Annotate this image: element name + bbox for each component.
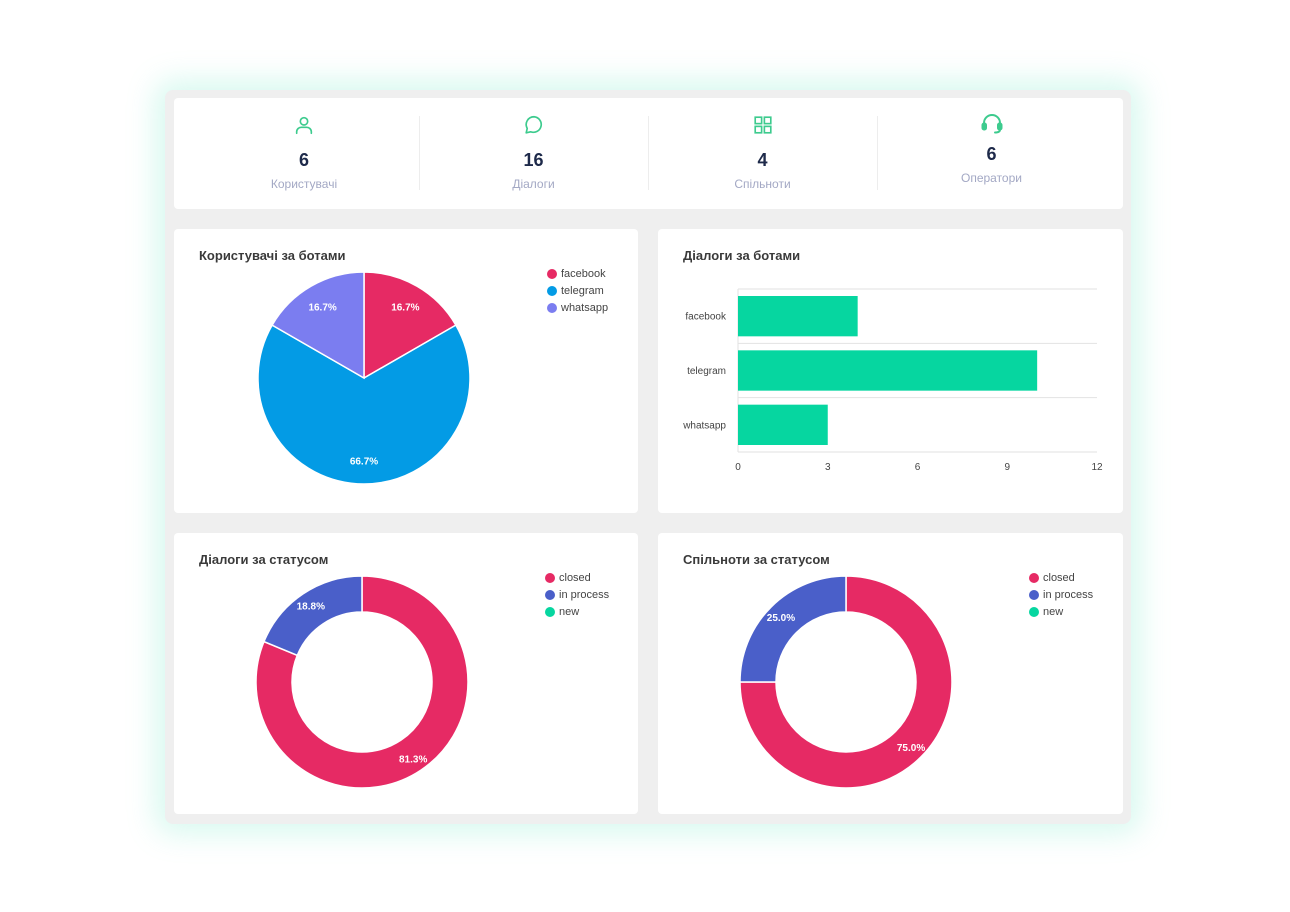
legend-dot (547, 302, 557, 313)
stat-label: Діалоги (512, 177, 555, 191)
category-label: telegram (687, 366, 726, 377)
stat-label: Спільноти (734, 177, 791, 191)
legend: closed in process new (1029, 569, 1093, 620)
divider (648, 116, 649, 190)
legend-dot (1029, 589, 1039, 600)
legend-dot (545, 589, 555, 600)
legend-item-new[interactable]: new (545, 603, 609, 620)
legend-dot (1029, 572, 1039, 583)
bar-facebook[interactable] (738, 296, 858, 337)
slice-telegram[interactable] (257, 324, 471, 485)
category-label: facebook (685, 312, 727, 323)
stat-value: 6 (986, 144, 997, 164)
users-by-bots-chart: 16.7% 66.7% 16.7% (257, 271, 471, 485)
grid-icon (752, 114, 774, 141)
slice-in-process[interactable] (263, 575, 363, 657)
legend-item-facebook[interactable]: facebook (547, 265, 608, 282)
legend-dot (547, 285, 557, 296)
stat-value: 16 (523, 150, 544, 170)
chart-title: Діалоги за ботами (683, 248, 801, 263)
slice-facebook[interactable] (363, 271, 457, 380)
legend-item-telegram[interactable]: telegram (547, 282, 608, 299)
legend-item-new[interactable]: new (1029, 603, 1093, 620)
legend-label: in process (559, 588, 610, 601)
category-label: whatsapp (682, 420, 726, 431)
slice-label: 75.0% (897, 743, 925, 754)
divider (877, 116, 878, 190)
legend-dot (545, 606, 555, 617)
legend-label: closed (1043, 571, 1075, 584)
dialogs-by-status-card: Діалоги за статусом 81.3% 18.8% closed in… (174, 533, 638, 814)
legend-item-closed[interactable]: closed (545, 569, 609, 586)
legend-dot (1029, 606, 1039, 617)
legend-dot (545, 572, 555, 583)
stat-value: 4 (757, 150, 768, 170)
legend: facebook telegram whatsapp (547, 265, 608, 316)
stat-value: 6 (298, 150, 309, 170)
slice-closed[interactable] (739, 575, 953, 789)
slice-label: 81.3% (399, 754, 427, 765)
legend-label: whatsapp (561, 301, 609, 314)
legend: closed in process new (545, 569, 609, 620)
slice-label: 25.0% (767, 613, 795, 624)
bar-whatsapp[interactable] (738, 404, 828, 445)
x-tick-label: 3 (825, 462, 831, 473)
legend-item-in-process[interactable]: in process (1029, 586, 1093, 603)
communities-by-status-card: Спільноти за статусом 75.0% 25.0% closed … (658, 533, 1123, 814)
chart-title: Діалоги за статусом (199, 552, 329, 567)
chart-title: Користувачі за ботами (199, 248, 346, 263)
chat-bubble-icon (523, 114, 545, 141)
legend-label: facebook (561, 267, 606, 280)
slice-whatsapp[interactable] (271, 271, 365, 380)
legend-dot (547, 268, 557, 279)
legend-label: telegram (561, 284, 604, 297)
stat-dialogs[interactable]: 16 Діалоги (419, 98, 648, 209)
legend-item-in-process[interactable]: in process (545, 586, 609, 603)
stat-users[interactable]: 6 Користувачі (189, 98, 419, 209)
legend-item-whatsapp[interactable]: whatsapp (547, 299, 608, 316)
communities-by-status-chart: 75.0% 25.0% (739, 575, 953, 789)
legend-item-closed[interactable]: closed (1029, 569, 1093, 586)
dialogs-by-status-chart: 81.3% 18.8% (255, 575, 469, 789)
stat-label: Користувачі (270, 177, 338, 191)
x-tick-label: 9 (1004, 462, 1010, 473)
legend-label: closed (559, 571, 591, 584)
stat-operators[interactable]: 6 Оператори (877, 98, 1106, 209)
slice-label: 16.7% (308, 302, 336, 313)
slice-label: 18.8% (297, 602, 325, 613)
dialogs-by-bots-chart: facebook telegram whatsapp 0 3 6 9 12 (682, 288, 1103, 473)
slice-closed[interactable] (255, 575, 469, 789)
x-tick-label: 12 (1091, 462, 1103, 473)
legend-label: new (559, 605, 580, 618)
dialogs-by-bots-card: Діалоги за ботами facebook telegram whatsa… (658, 229, 1123, 513)
slice-label: 16.7% (391, 302, 419, 313)
legend-label: in process (1043, 588, 1094, 601)
legend-label: new (1043, 605, 1064, 618)
stats-card: 6 Користувачі 16 Діалоги 4 Спільноти (174, 98, 1123, 209)
headset-icon (980, 112, 1004, 139)
slice-in-process[interactable] (739, 575, 847, 683)
users-by-bots-card: Користувачі за ботами 16.7% 66.7% 16.7% fa… (174, 229, 638, 513)
x-tick-label: 0 (735, 462, 741, 473)
slice-label: 66.7% (350, 457, 378, 468)
bar-telegram[interactable] (738, 350, 1038, 391)
user-icon (293, 114, 315, 141)
divider (419, 116, 420, 190)
x-tick-label: 6 (915, 462, 921, 473)
stat-label: Оператори (960, 171, 1022, 185)
chart-title: Спільноти за статусом (683, 552, 830, 567)
stat-communities[interactable]: 4 Спільноти (648, 98, 877, 209)
